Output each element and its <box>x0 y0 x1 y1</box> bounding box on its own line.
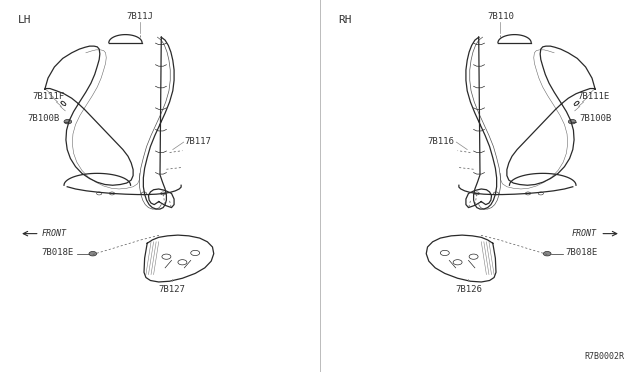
Text: RH: RH <box>338 15 351 25</box>
Text: 7B018E: 7B018E <box>566 248 598 257</box>
Text: 7B111E: 7B111E <box>577 92 609 101</box>
Text: 7B100B: 7B100B <box>27 114 59 123</box>
Text: 7B111F: 7B111F <box>32 92 64 101</box>
Text: LH: LH <box>18 15 31 25</box>
Circle shape <box>64 119 72 124</box>
Circle shape <box>89 251 97 256</box>
Text: 7B110: 7B110 <box>487 12 514 21</box>
Circle shape <box>568 119 576 124</box>
Text: R7B0002R: R7B0002R <box>584 352 624 361</box>
Text: 7B018E: 7B018E <box>41 248 73 257</box>
Text: 7B127: 7B127 <box>158 285 185 294</box>
Text: 7B100B: 7B100B <box>580 114 612 123</box>
Text: FRONT: FRONT <box>42 229 67 238</box>
Text: 7B116: 7B116 <box>428 137 454 146</box>
Text: 7B117: 7B117 <box>184 137 211 146</box>
Circle shape <box>543 251 551 256</box>
Text: 7B11J: 7B11J <box>126 12 153 21</box>
Text: 7B126: 7B126 <box>455 285 482 294</box>
Text: FRONT: FRONT <box>572 229 597 238</box>
